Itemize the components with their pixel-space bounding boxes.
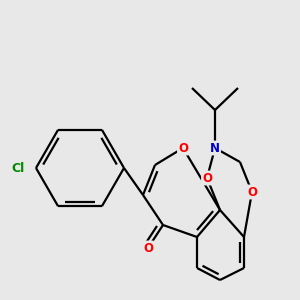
Text: O: O xyxy=(202,172,212,184)
Text: O: O xyxy=(143,242,153,254)
Text: O: O xyxy=(247,185,257,199)
Text: N: N xyxy=(210,142,220,154)
Text: Cl: Cl xyxy=(11,161,25,175)
Text: O: O xyxy=(178,142,188,154)
